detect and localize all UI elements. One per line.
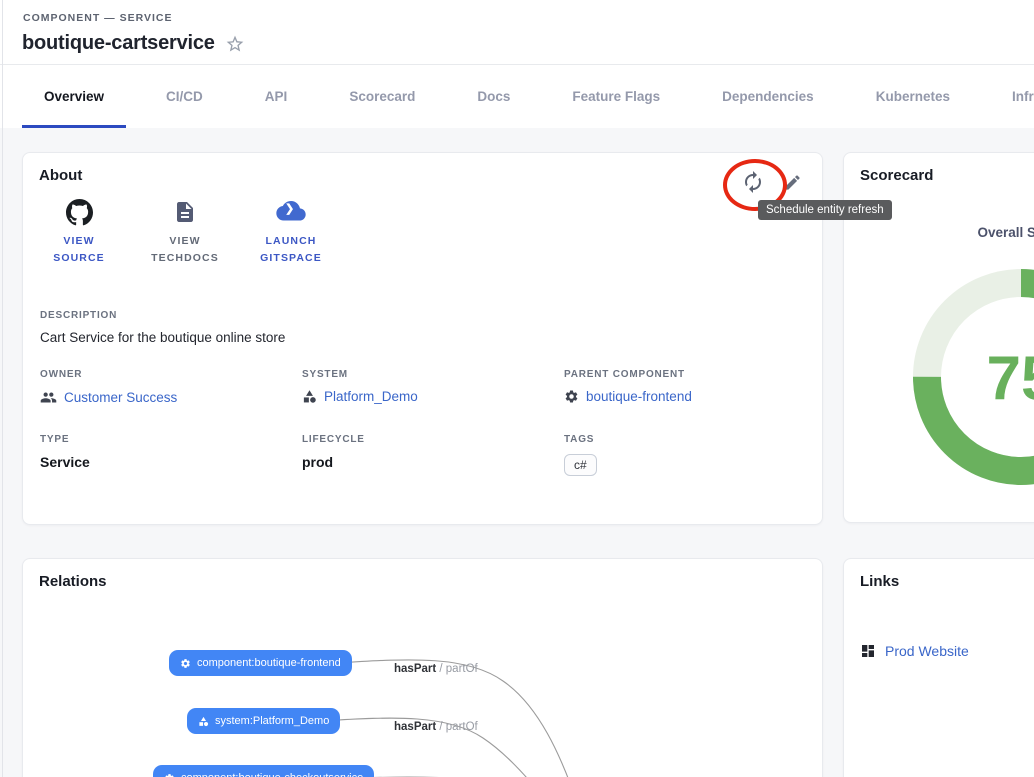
parent-component-field: PARENT COMPONENT boutique-frontend bbox=[564, 369, 804, 411]
lifecycle-field: LIFECYCLE prod bbox=[302, 434, 564, 476]
refresh-tooltip: Schedule entity refresh bbox=[758, 200, 892, 220]
tab-overview[interactable]: Overview bbox=[22, 65, 127, 128]
graph-node-boutique-checkoutservice[interactable]: component:boutique-checkoutservice bbox=[153, 765, 375, 777]
owner-value: Customer Success bbox=[64, 390, 178, 405]
description-label: DESCRIPTION bbox=[40, 310, 118, 321]
dashboard-grid-icon bbox=[860, 643, 876, 659]
scorecard-card-title: Scorecard bbox=[860, 167, 934, 184]
parent-component-link[interactable]: boutique-frontend bbox=[564, 389, 692, 404]
relations-card: Relations hasPart / partOf hasPart / par… bbox=[22, 558, 823, 777]
prod-website-label: Prod Website bbox=[885, 643, 969, 659]
view-techdocs-label: VIEW TECHDOCS bbox=[151, 235, 219, 264]
breadcrumb: COMPONENT — SERVICE bbox=[23, 12, 173, 24]
parent-component-label: PARENT COMPONENT bbox=[564, 369, 685, 380]
links-card-title: Links bbox=[860, 573, 900, 590]
refresh-icon bbox=[745, 171, 761, 193]
component-gear-icon bbox=[164, 773, 175, 777]
gitspace-cloud-icon: ❯ bbox=[276, 197, 306, 227]
score-gauge bbox=[903, 259, 1034, 495]
owner-field: OWNER Customer Success bbox=[40, 369, 302, 411]
view-source-button[interactable]: VIEW SOURCE bbox=[41, 197, 117, 267]
entity-header: COMPONENT — SERVICE boutique-cartservice bbox=[0, 0, 1034, 65]
system-category-icon bbox=[198, 716, 209, 727]
favorite-star-icon[interactable] bbox=[225, 34, 245, 54]
tags-field: TAGS c# bbox=[564, 434, 804, 476]
system-field: SYSTEM Platform_Demo bbox=[302, 369, 564, 411]
gitspace-chevron-glyph: ❯ bbox=[285, 203, 295, 215]
launch-gitspace-button[interactable]: ❯ LAUNCH GITSPACE bbox=[253, 197, 329, 267]
score-value: 75 bbox=[986, 344, 1034, 414]
overall-score-label: Overall Score bbox=[977, 225, 1034, 240]
tab-dependencies[interactable]: Dependencies bbox=[722, 89, 814, 104]
type-label: TYPE bbox=[40, 434, 70, 445]
links-card: Links Prod Website bbox=[843, 558, 1034, 777]
pencil-icon bbox=[785, 175, 800, 190]
system-category-icon bbox=[302, 389, 317, 404]
graph-node-platform-demo[interactable]: system:Platform_Demo bbox=[187, 708, 341, 734]
tab-docs[interactable]: Docs bbox=[477, 89, 511, 104]
system-link[interactable]: Platform_Demo bbox=[302, 389, 418, 404]
techdocs-document-icon bbox=[173, 197, 197, 227]
about-card-title: About bbox=[39, 167, 83, 184]
owner-label: OWNER bbox=[40, 369, 83, 380]
window-left-border bbox=[2, 0, 3, 777]
lifecycle-label: LIFECYCLE bbox=[302, 434, 365, 445]
tab-cicd[interactable]: CI/CD bbox=[166, 89, 203, 104]
edit-entity-button[interactable] bbox=[783, 173, 807, 197]
graph-node-label: component:boutique-checkoutservice bbox=[181, 772, 363, 777]
score-arc bbox=[913, 269, 1034, 485]
tab-infrastructure[interactable]: Infrastructure bbox=[1011, 89, 1034, 104]
parent-component-value: boutique-frontend bbox=[586, 389, 692, 404]
github-icon bbox=[65, 197, 93, 227]
graph-node-label: system:Platform_Demo bbox=[215, 715, 330, 727]
owner-link[interactable]: Customer Success bbox=[40, 389, 177, 406]
tab-feature-flags[interactable]: Feature Flags bbox=[572, 89, 661, 104]
refresh-entity-button[interactable] bbox=[741, 170, 765, 194]
edge-label: hasPart / partOf bbox=[394, 663, 478, 675]
about-card: About Schedule entity refresh VIEW SOURC… bbox=[22, 152, 892, 525]
group-icon bbox=[40, 389, 57, 406]
relations-card-title: Relations bbox=[39, 573, 107, 590]
edge-label: hasPart / partOf bbox=[394, 721, 478, 733]
type-field: TYPE Service bbox=[40, 434, 302, 476]
view-source-label: VIEW SOURCE bbox=[53, 235, 105, 264]
tab-api[interactable]: API bbox=[264, 89, 288, 104]
lifecycle-value: prod bbox=[302, 454, 334, 470]
launch-gitspace-label: LAUNCH GITSPACE bbox=[260, 235, 322, 264]
tab-bar: Overview CI/CD API Scorecard Docs Featur… bbox=[0, 65, 1034, 128]
type-value: Service bbox=[40, 454, 90, 470]
tab-kubernetes[interactable]: Kubernetes bbox=[875, 89, 950, 104]
tags-label: TAGS bbox=[564, 434, 595, 445]
system-label: SYSTEM bbox=[302, 369, 348, 380]
component-gear-icon bbox=[180, 658, 191, 669]
graph-node-label: component:boutique-frontend bbox=[197, 657, 341, 669]
relations-graph-edges bbox=[322, 659, 569, 777]
graph-node-boutique-frontend[interactable]: component:boutique-frontend bbox=[169, 650, 352, 676]
system-value: Platform_Demo bbox=[324, 389, 418, 404]
description-value: Cart Service for the boutique online sto… bbox=[40, 330, 286, 345]
view-techdocs-button[interactable]: VIEW TECHDOCS bbox=[147, 197, 223, 267]
prod-website-link[interactable]: Prod Website bbox=[860, 643, 969, 659]
tag-chip[interactable]: c# bbox=[564, 454, 597, 476]
page-title: boutique-cartservice bbox=[22, 32, 215, 54]
tab-scorecard[interactable]: Scorecard bbox=[349, 89, 416, 104]
component-gear-icon bbox=[564, 389, 579, 404]
